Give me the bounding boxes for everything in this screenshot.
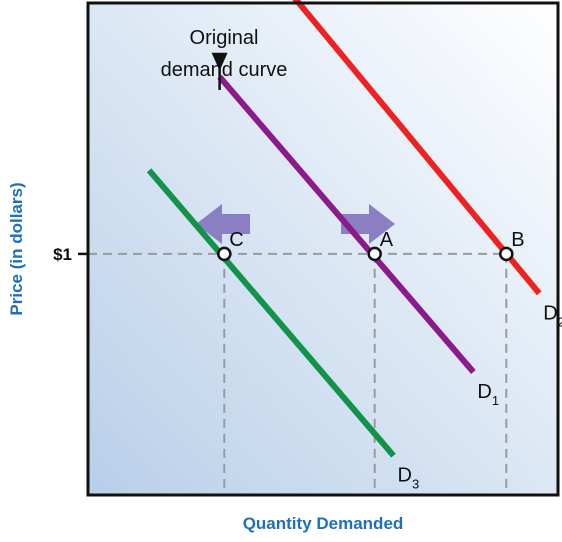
annotation-line-1: Original xyxy=(190,27,259,49)
annotation-line-2: demand curve xyxy=(161,59,288,81)
point-label-b: B xyxy=(511,229,524,251)
point-c xyxy=(217,246,232,262)
shift-arrow-left xyxy=(196,204,250,244)
equilibrium-points: A B C xyxy=(217,229,525,262)
y-ticks: $1 xyxy=(53,245,88,264)
annotation-arrow-head xyxy=(211,52,228,71)
annotation: Original demand curve xyxy=(161,27,288,90)
plot-background xyxy=(88,3,558,495)
point-label-c: C xyxy=(229,229,243,251)
guide-lines xyxy=(88,252,508,495)
point-b xyxy=(499,246,514,262)
x-axis-label: Quantity Demanded xyxy=(243,514,404,533)
y-tick-label: $1 xyxy=(53,245,72,264)
point-label-a: A xyxy=(380,229,394,251)
plot-frame xyxy=(86,1,560,497)
demand-curve-d2 xyxy=(292,0,542,296)
demand-curve-d3 xyxy=(146,168,396,458)
demand-curve-d1 xyxy=(217,74,476,374)
y-axis-label: Price (in dollars) xyxy=(7,182,26,315)
point-a xyxy=(367,246,382,262)
